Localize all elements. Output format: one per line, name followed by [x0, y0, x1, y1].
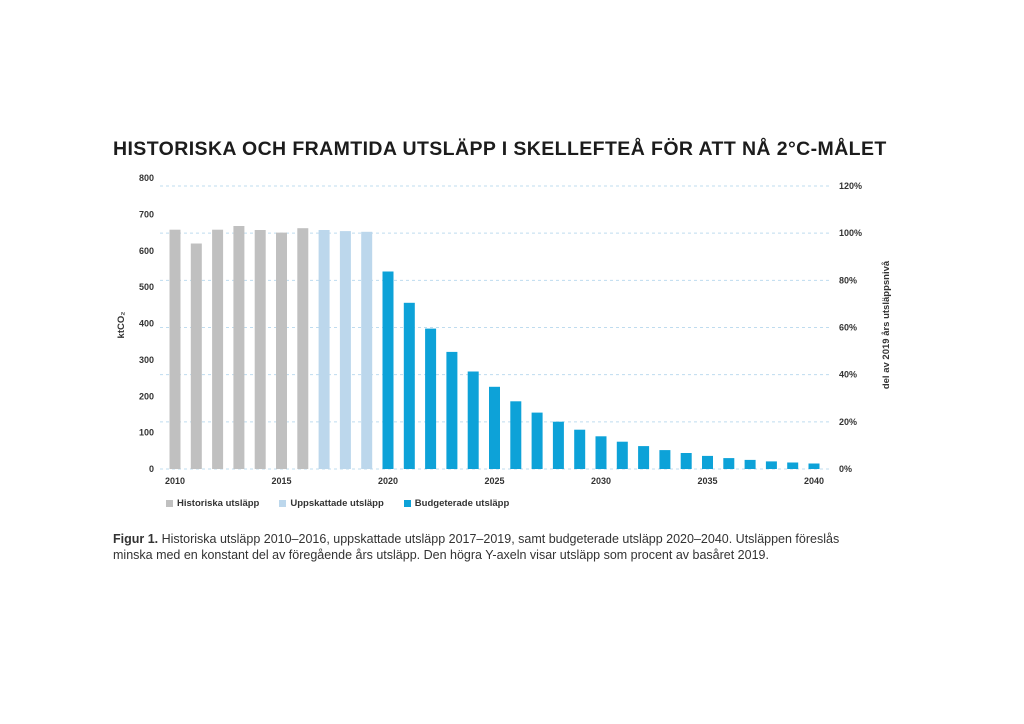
caption-lead: Figur 1.: [113, 532, 159, 546]
bar-2032: [638, 446, 650, 469]
bar-2018: [339, 231, 351, 469]
y-tick-label: 800: [139, 173, 154, 183]
chart-title: HISTORISKA OCH FRAMTIDA UTSLÄPP I SKELLE…: [113, 138, 887, 160]
x-tick-label: 2035: [697, 476, 717, 486]
y-axis-label: ktCO₂: [116, 312, 127, 339]
bar-2015: [276, 232, 287, 469]
bar-2019: [361, 231, 373, 469]
bar-2028: [552, 421, 564, 469]
bar-2038: [765, 461, 777, 469]
bar-2030: [595, 436, 607, 469]
legend: Historiska utsläpp Uppskattade utsläpp Bud…: [166, 498, 509, 509]
y-tick-label: 400: [139, 319, 154, 329]
bar-2025: [489, 386, 500, 469]
figure-caption: Figur 1. Historiska utsläpp 2010–2016, u…: [113, 531, 853, 563]
y-tick-label: 500: [139, 282, 154, 292]
bar-2024: [467, 371, 479, 469]
bar-2021: [403, 302, 415, 469]
right-y-tick-label: 0%: [839, 464, 852, 474]
right-axis-ticks: 0% 20% 40% 60% 80% 100% 120%: [839, 181, 862, 474]
right-y-tick-label: 120%: [839, 181, 862, 191]
bar-2034: [680, 453, 692, 469]
bar-2012: [212, 229, 224, 469]
right-y-tick-label: 80%: [839, 275, 857, 285]
legend-label: Historiska utsläpp: [177, 498, 260, 509]
x-tick-label: 2030: [591, 476, 611, 486]
legend-swatch: [403, 500, 411, 507]
bar-2036: [723, 458, 735, 469]
legend-item: Uppskattade utsläpp: [279, 498, 384, 509]
legend-item: Historiska utsläpp: [166, 498, 259, 509]
bar-2031: [616, 441, 628, 469]
right-y-tick-label: 40%: [839, 370, 857, 380]
legend-swatch: [279, 500, 287, 507]
bar-2013: [233, 226, 245, 469]
bar-2022: [425, 328, 437, 469]
y-tick-label: 100: [139, 428, 154, 438]
y-tick-label: 200: [139, 391, 154, 401]
y-tick-label: 700: [139, 209, 154, 219]
bar-2039: [787, 462, 799, 469]
x-tick-label: 2040: [804, 476, 824, 486]
y-tick-label: 600: [139, 246, 154, 256]
bar-2016: [297, 228, 309, 469]
right-y-tick-label: 20%: [839, 417, 857, 427]
x-tick-label: 2020: [378, 476, 398, 486]
x-tick-label: 2010: [165, 476, 185, 486]
x-tick-label: 2015: [271, 476, 291, 486]
bar-2029: [574, 429, 586, 469]
legend-item: Budgeterade utsläpp: [403, 498, 510, 509]
bar-2011: [190, 243, 202, 469]
x-axis-ticks: 2010 2015 2020 2025 2030 2035 2040: [165, 476, 824, 486]
bar-2017: [318, 230, 330, 469]
left-axis-ticks: 0 100 200 300 400 500 600 700 800: [139, 173, 154, 474]
bar-2027: [531, 412, 543, 469]
bar-2020: [382, 271, 394, 469]
legend-label: Budgeterade utsläpp: [414, 498, 510, 509]
bar-2010: [169, 229, 181, 469]
legend-swatch: [166, 500, 173, 507]
bar-2026: [510, 401, 522, 469]
caption-text: Historiska utsläpp 2010–2016, uppskattad…: [113, 532, 840, 562]
bar-2033: [659, 450, 671, 469]
bar-2040: [808, 463, 820, 469]
right-y-tick-label: 60%: [839, 323, 857, 333]
right-y-axis-label: del av 2019 års utsläppsnivå: [881, 260, 892, 389]
bar-2035: [702, 455, 713, 469]
y-tick-label: 300: [139, 355, 154, 365]
bar-2037: [744, 459, 756, 469]
right-y-tick-label: 100%: [839, 228, 862, 238]
legend-label: Uppskattade utsläpp: [290, 498, 384, 509]
bar-2014: [254, 230, 266, 469]
y-tick-label: 0: [149, 464, 154, 474]
x-tick-label: 2025: [484, 476, 504, 486]
bars: [169, 226, 820, 469]
bar-2023: [446, 351, 458, 469]
